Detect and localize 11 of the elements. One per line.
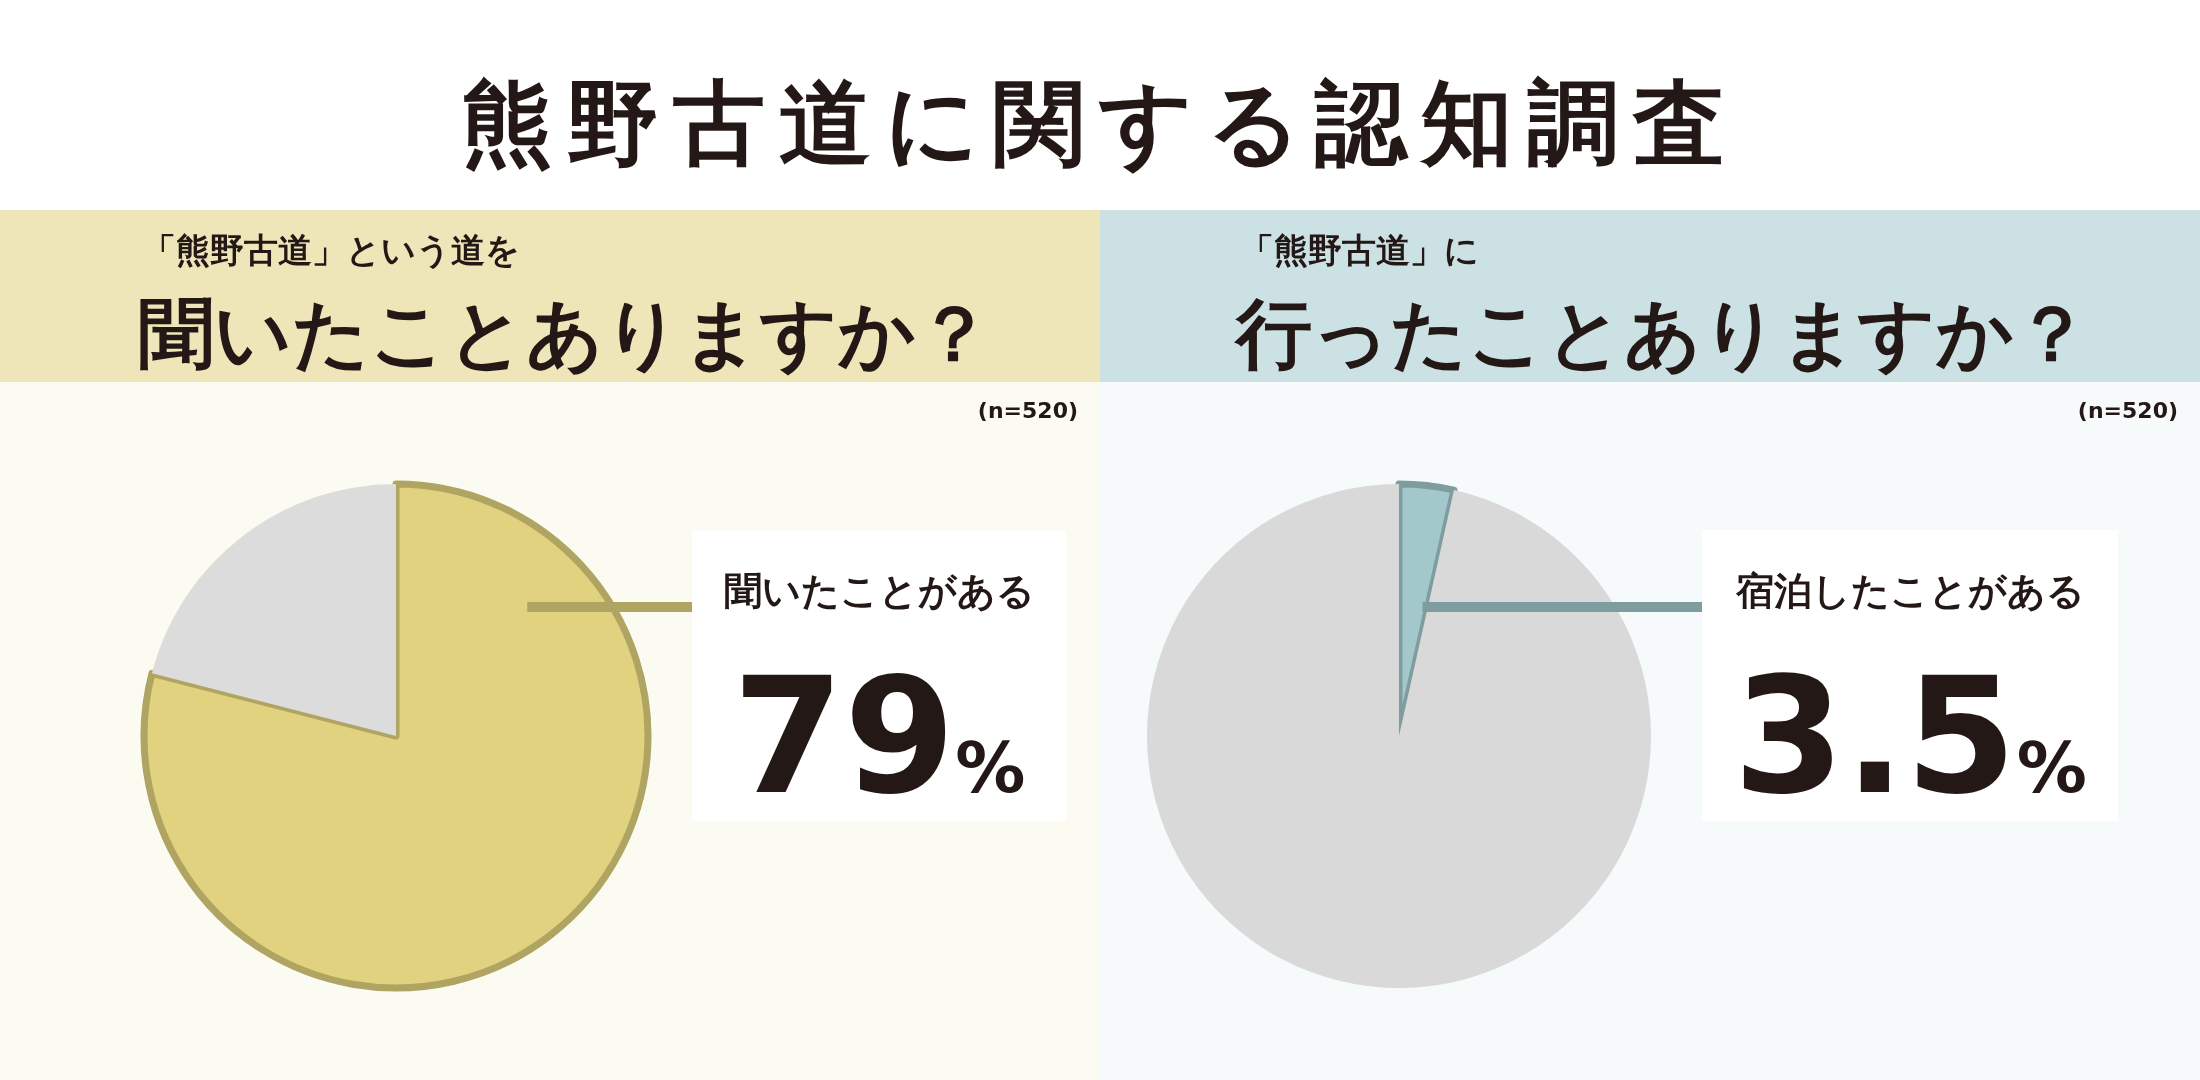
data-label: 79% bbox=[732, 643, 1026, 830]
chart-title: 聞いたことありますか？ bbox=[138, 289, 992, 378]
slice-label: 宿泊したことがある bbox=[1734, 569, 2085, 613]
chart-subtitle: 「熊野古道」に bbox=[1240, 230, 1479, 270]
text: 熊野古道に関する認知調査 bbox=[461, 70, 1739, 177]
chart-title: 行ったことありますか？ bbox=[1233, 289, 2090, 378]
text: (n=520) bbox=[977, 398, 1078, 423]
chart-subtitle: 「熊野古道」という道を bbox=[142, 230, 520, 270]
slice-label: 聞いたことがある bbox=[723, 569, 1035, 613]
data-label: 3.5% bbox=[1733, 643, 2087, 830]
text: (n=520) bbox=[2077, 398, 2178, 423]
